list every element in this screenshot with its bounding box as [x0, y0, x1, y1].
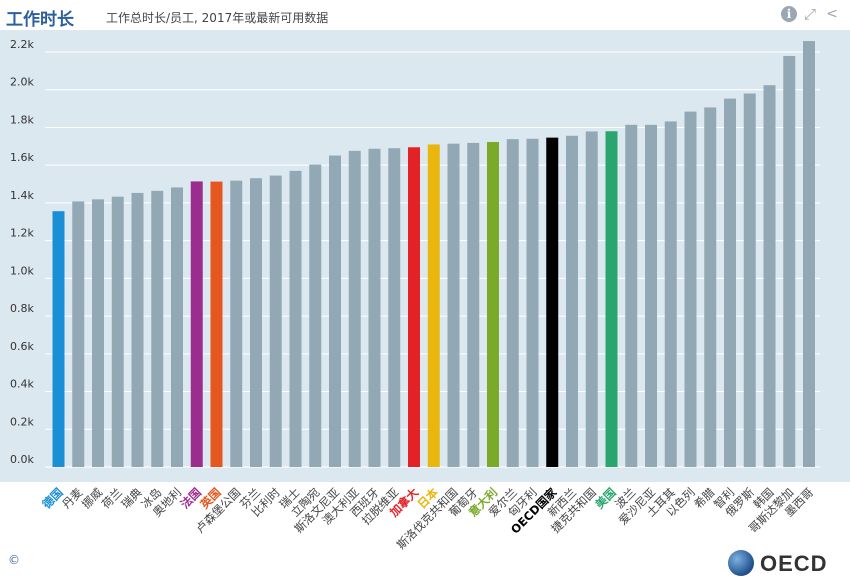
chart-header: 工作时长 工作总时长/员工, 2017年或最新可用数据 i ⤢ < — [0, 0, 850, 30]
y-tick-label: 1.6k — [10, 151, 34, 164]
bar[interactable]: 墨西哥: 2258 — [803, 41, 815, 468]
bar[interactable]: 挪威: 1419 — [92, 199, 104, 467]
bar[interactable]: 冰岛: 1464 — [151, 190, 164, 467]
y-tick-label: 0.0k — [10, 453, 34, 466]
bar[interactable]: 瑞典: 1453 — [131, 192, 144, 467]
bar[interactable]: 拉脱维亚: 1690 — [388, 148, 401, 468]
bar[interactable]: 德国: 1356 — [52, 211, 65, 467]
bar[interactable]: 斯洛伐克共和国: 1714 — [447, 143, 460, 467]
bar[interactable]: 葡萄牙: 1718 — [467, 142, 480, 467]
globe-icon — [728, 550, 754, 576]
bar[interactable]: 荷兰: 1433 — [111, 196, 124, 468]
bar[interactable]: 俄罗斯: 1980 — [743, 93, 756, 468]
bar[interactable]: 日本: 1710 — [427, 144, 440, 467]
bar[interactable]: 爱尔兰: 1738 — [506, 139, 519, 467]
bar[interactable]: 捷克共和国: 1779 — [585, 131, 598, 468]
bar[interactable]: 匈牙利: 1740 — [526, 138, 539, 468]
bar[interactable]: 以色列: 1884 — [684, 111, 697, 467]
bar[interactable]: 希腊: 1906 — [704, 107, 717, 467]
bar[interactable]: 韩国: 2024 — [763, 85, 776, 467]
bar[interactable]: OECD国家: 1746 — [546, 137, 559, 467]
oecd-logo-text: OECD — [760, 551, 828, 576]
expand-icon[interactable]: ⤢ — [803, 5, 816, 23]
bar[interactable]: 瑞士: 1570 — [289, 170, 302, 467]
bar[interactable]: 比利时: 1545 — [269, 175, 282, 467]
bar[interactable]: 斯洛文尼亚: 1651 — [329, 155, 341, 467]
bar[interactable]: 加拿大: 1695 — [408, 147, 420, 468]
y-tick-label: 1.8k — [10, 113, 34, 126]
bar[interactable]: 美国: 1780 — [605, 131, 618, 467]
bar[interactable]: 新西兰: 1756 — [566, 135, 578, 467]
bar[interactable]: 芬兰: 1531 — [250, 178, 262, 467]
bar[interactable]: 卢森堡公国: 1518 — [230, 180, 243, 467]
y-tick-label: 0.2k — [10, 415, 34, 428]
bar[interactable]: 波兰: 1814 — [625, 124, 638, 468]
bar[interactable]: 英国: 1513 — [210, 181, 223, 467]
bar[interactable]: 奥地利: 1482 — [171, 187, 183, 467]
bar[interactable]: 澳大利亚: 1676 — [348, 150, 361, 467]
bar[interactable]: 土耳其: 1832 — [664, 121, 677, 467]
y-tick-label: 2.0k — [10, 76, 34, 89]
bar[interactable]: 立陶宛: 1603 — [309, 164, 322, 467]
y-tick-label: 1.0k — [10, 264, 34, 277]
share-icon[interactable]: < — [826, 6, 838, 22]
info-icon[interactable]: i — [781, 6, 797, 22]
y-tick-label: 0.4k — [10, 378, 34, 391]
bar[interactable]: 西班牙: 1687 — [368, 148, 381, 468]
y-tick-label: 1.4k — [10, 189, 34, 202]
chart-subtitle: 工作总时长/员工, 2017年或最新可用数据 — [106, 11, 329, 25]
bar[interactable]: 爱沙尼亚: 1814 — [645, 124, 657, 468]
bar[interactable]: 哥斯达黎加: 2179 — [783, 55, 796, 467]
copyright-symbol[interactable]: © — [8, 553, 20, 567]
y-tick-label: 1.2k — [10, 227, 34, 240]
bar[interactable]: 意大利: 1723 — [487, 141, 499, 467]
y-tick-label: 0.6k — [10, 340, 34, 353]
y-tick-label: 0.8k — [10, 302, 34, 315]
bar[interactable]: 法国: 1514 — [190, 181, 203, 467]
chart-title: 工作时长 — [6, 10, 74, 30]
bar[interactable]: 智利: 1953 — [724, 98, 736, 467]
y-tick-label: 2.2k — [10, 38, 34, 51]
bar[interactable]: 丹麦: 1408 — [72, 201, 85, 467]
